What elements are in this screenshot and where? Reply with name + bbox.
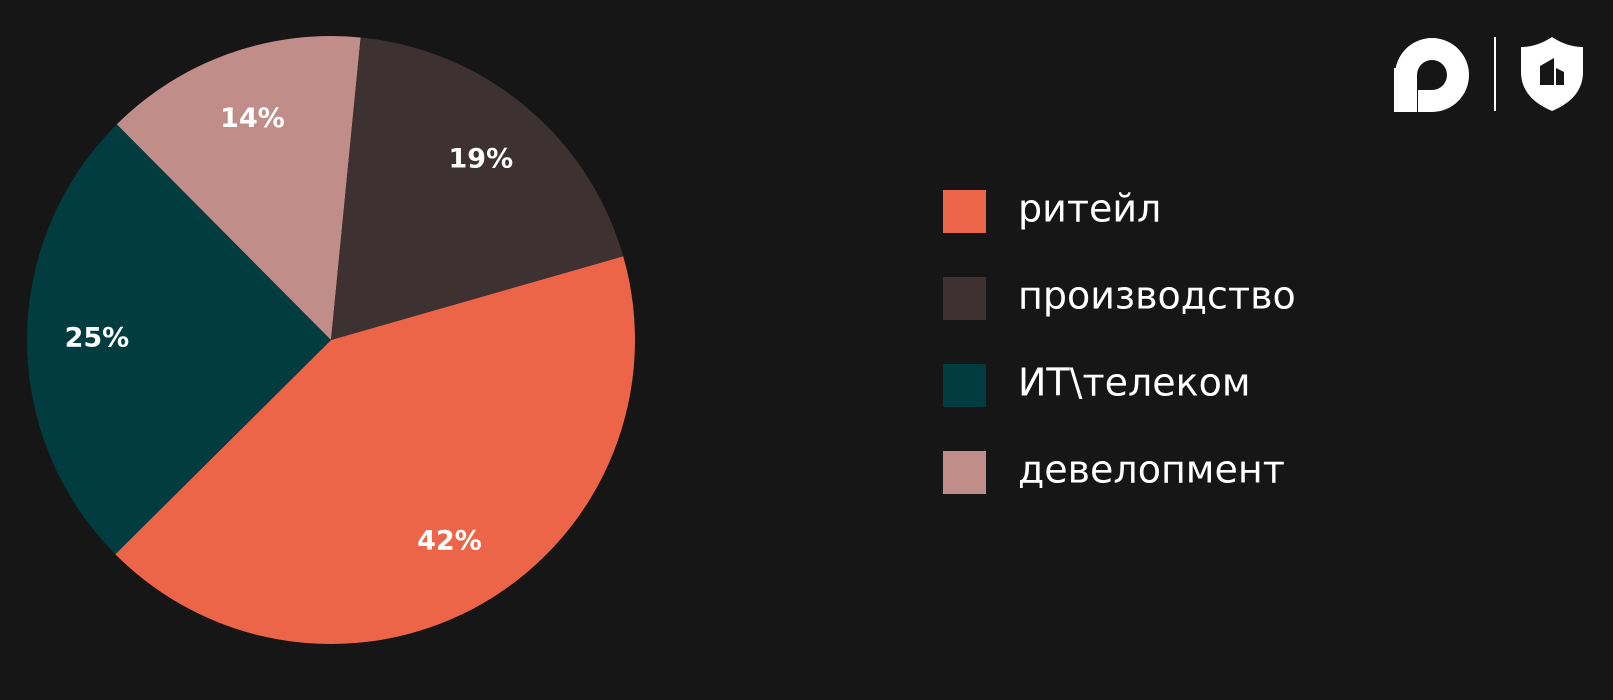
legend-swatch xyxy=(943,277,986,320)
value-label: 14% xyxy=(220,103,285,134)
logo-mark xyxy=(1394,68,1417,112)
pie-slice xyxy=(331,37,624,341)
legend-label: ИТ\телеком xyxy=(1018,361,1251,405)
value-label: 25% xyxy=(65,323,130,354)
pie-slice xyxy=(27,124,332,555)
logo xyxy=(1394,37,1583,112)
pie-slice xyxy=(115,256,635,644)
legend-swatch xyxy=(943,190,986,233)
value-label: 42% xyxy=(417,525,482,556)
value-label: 19% xyxy=(449,144,514,175)
logo-building xyxy=(1540,58,1564,85)
legend-label: девелопмент xyxy=(1018,448,1285,492)
legend-swatch xyxy=(943,451,986,494)
pie-slice xyxy=(116,36,361,340)
legend-swatch xyxy=(943,364,986,407)
legend-label: производство xyxy=(1018,274,1296,318)
legend-label: ритейл xyxy=(1018,187,1161,231)
